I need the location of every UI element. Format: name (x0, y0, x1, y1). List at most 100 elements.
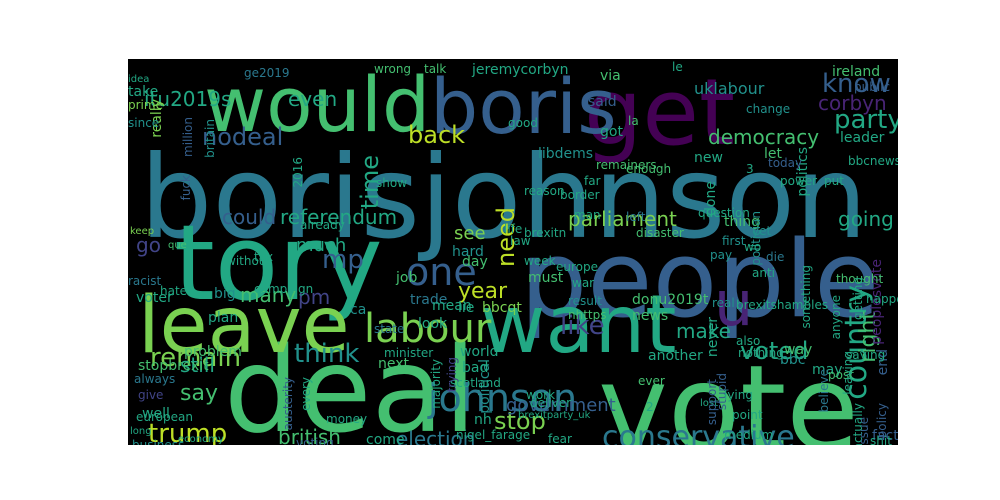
word-democracy: democracy (708, 125, 820, 149)
word-man: man (574, 208, 601, 222)
word-next: next (378, 356, 410, 372)
word-long: long (130, 426, 152, 437)
word-2016: 2016 (291, 157, 305, 188)
word-parliament: parliament (568, 207, 677, 231)
word-bbcnews: bbcnews (848, 154, 898, 168)
word-deliver: deliver (530, 396, 572, 410)
word-austerity: austerity (281, 377, 295, 431)
word-got: got (600, 124, 623, 140)
word-many: many (240, 283, 297, 307)
word-job: job (396, 270, 418, 286)
word-pm: pm (298, 285, 331, 309)
word-see: see (454, 223, 486, 244)
word-say: say (180, 381, 218, 406)
word-cloud: borisjohnson people deal vote tory would get bo… (128, 59, 898, 445)
word-economy: economy (178, 434, 224, 445)
word-2: 2 (646, 400, 654, 414)
word-world: world (460, 344, 499, 360)
word-yet: yet (752, 224, 772, 238)
word-bad: bad (462, 360, 489, 376)
word-change: change (746, 102, 791, 116)
word-racist: racist (128, 274, 162, 288)
word-la: la (628, 114, 639, 128)
word-left: left (626, 210, 646, 224)
word-thought: thought (836, 272, 884, 286)
word-since: since (128, 116, 160, 130)
word-going: going (838, 207, 894, 231)
word-shit: shit (870, 434, 892, 445)
word-jeremycorbyn: jeremycorbyn (472, 62, 569, 78)
word-know: know (822, 69, 891, 99)
word-leave: leave (138, 281, 350, 371)
word-something: something (799, 265, 813, 329)
word-nigel-farage: nigel_farage (456, 428, 531, 442)
word-issue: issue (857, 417, 871, 445)
word-news: news (632, 308, 669, 324)
word-people: people (520, 218, 880, 341)
word-way: way (784, 342, 813, 358)
word-put: put (824, 174, 844, 188)
word-stopbrexit: stopbrexit (138, 358, 209, 374)
word-pay: pay (710, 248, 733, 262)
word-british: british (278, 425, 341, 445)
word-law: law (510, 234, 531, 248)
word-brexitparty-uk: brexitparty_uk (518, 410, 591, 421)
word-good: good (508, 116, 538, 130)
word-deal: deal (224, 321, 477, 445)
word-also: also (736, 334, 761, 348)
word-enough: enough (626, 162, 672, 176)
word-brexitn: brexitn (524, 226, 567, 240)
word-bbcqt: bbcqt (482, 300, 522, 316)
word-said: said (588, 94, 617, 110)
word-money: money (326, 412, 368, 426)
word-politics: politics (795, 147, 811, 197)
word-life: life (504, 222, 523, 236)
word-give: give (138, 388, 164, 402)
word-point: point (732, 408, 763, 422)
word-power: power (780, 174, 818, 188)
word-day: day (462, 254, 488, 270)
word-hate: hate (160, 284, 188, 298)
word-mean: mean (432, 298, 472, 314)
word-much: much (296, 235, 347, 256)
word-border: border (560, 188, 600, 202)
word-tory: tory (174, 202, 383, 324)
word-getting: getting (851, 277, 865, 320)
word-reason: reason (524, 184, 565, 198)
word-one: one (406, 250, 477, 294)
word-referendum: referendum (280, 205, 398, 229)
word-bbc: bbc (780, 352, 806, 368)
word-plan: plan (208, 310, 239, 326)
word-fact: fact (872, 428, 898, 444)
word-que: que (168, 240, 187, 251)
word-get: get (584, 59, 736, 166)
word-take: take (128, 84, 159, 100)
word-first: first (722, 234, 746, 248)
word-election: election (396, 427, 476, 445)
word-already: already (300, 218, 345, 232)
word-majority: majority (429, 359, 443, 409)
word-work: work (526, 388, 556, 402)
word-saying: saying (846, 348, 886, 362)
word-week: week (524, 254, 556, 268)
word-year: year (458, 279, 508, 304)
word-keep: keep (130, 226, 155, 237)
word-anyone: anyone (829, 295, 843, 340)
word-trade: trade (410, 292, 448, 308)
word-remain: remain (150, 343, 242, 373)
word-le: le (672, 60, 683, 74)
word-result: result (568, 294, 602, 308)
word-itu2019s: itu2019s (144, 87, 232, 111)
word-problem: problem (184, 344, 242, 360)
word-labour: labour (364, 306, 492, 352)
word-let: let (764, 146, 782, 162)
word-government: government (506, 395, 616, 416)
word-back: back (408, 121, 466, 149)
word-well: well (142, 406, 170, 422)
word-could: could (222, 205, 277, 229)
word-u: u (714, 267, 754, 340)
word-business: business (132, 438, 185, 445)
word-big: big (214, 286, 236, 302)
word-prime: prime (128, 98, 163, 112)
word-lie: lie (458, 300, 475, 316)
